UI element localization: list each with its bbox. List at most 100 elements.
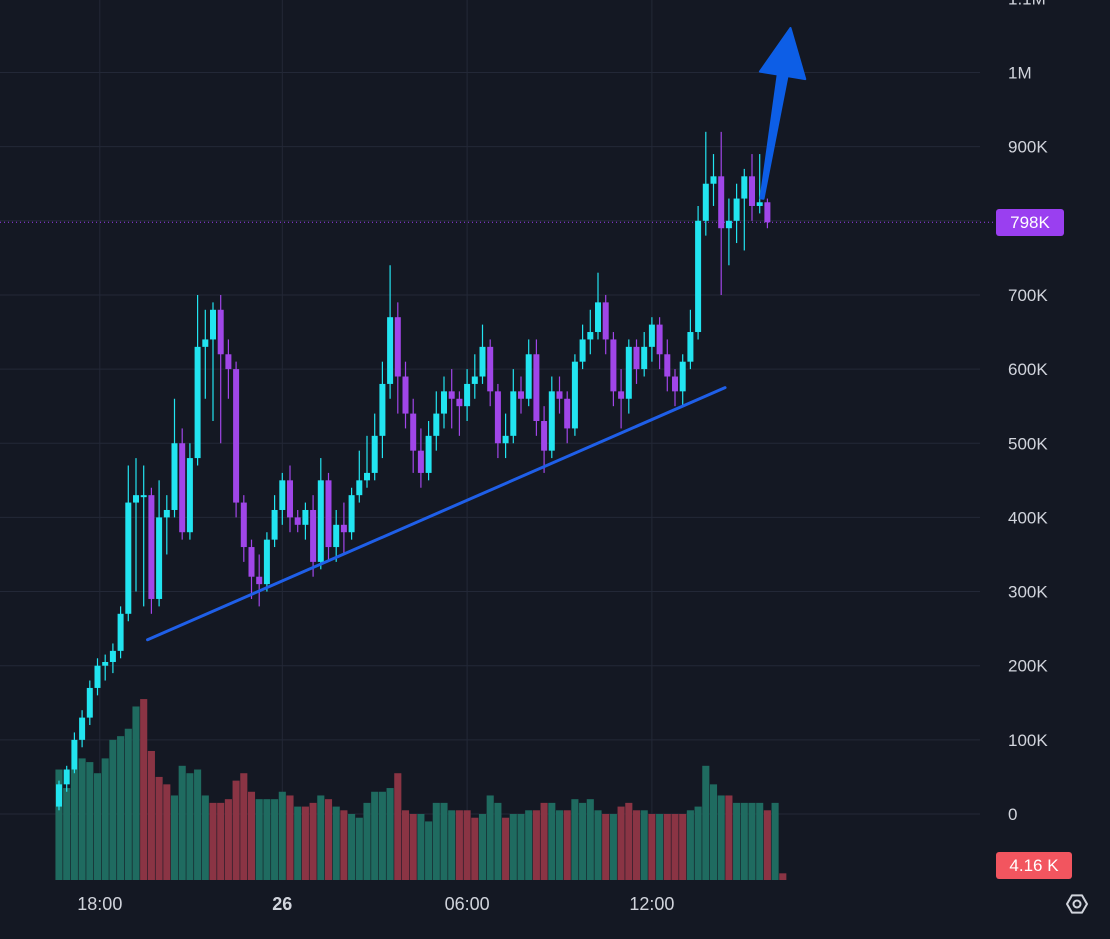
volume-bar xyxy=(278,791,286,880)
volume-bar xyxy=(78,758,86,880)
candle-body xyxy=(263,539,270,585)
candle-body xyxy=(464,383,471,407)
volume-bar xyxy=(363,802,371,880)
x-tick-label: 12:00 xyxy=(629,894,674,914)
candle-body xyxy=(371,435,378,473)
volume-bar xyxy=(448,810,456,880)
candle-body xyxy=(471,376,478,384)
last-volume-label: 4.16 K xyxy=(1009,856,1059,875)
volume-bar xyxy=(301,806,309,880)
candle-body xyxy=(541,421,548,451)
volume-bar xyxy=(255,799,263,880)
candle-body xyxy=(579,339,586,362)
volume-bar xyxy=(532,810,540,880)
candle-body xyxy=(240,502,247,548)
candle-body xyxy=(117,613,124,651)
candle-body xyxy=(518,391,524,399)
volume-bar xyxy=(425,821,433,880)
volume-bar xyxy=(332,806,340,880)
volume-bar xyxy=(540,802,548,880)
volume-bar xyxy=(756,802,764,880)
candle-body xyxy=(487,346,494,392)
candle-body xyxy=(756,202,763,206)
candle-body xyxy=(664,354,671,377)
volume-bar xyxy=(471,817,479,880)
volume-bar xyxy=(117,736,125,880)
candle-body xyxy=(725,220,732,229)
candle-body xyxy=(194,346,201,459)
volume-bar xyxy=(502,817,510,880)
volume-bar xyxy=(394,773,402,880)
candle-body xyxy=(625,346,632,399)
volume-bar xyxy=(232,780,240,880)
volume-bar xyxy=(548,802,556,880)
candle-body xyxy=(618,391,625,399)
volume-bar xyxy=(663,814,671,880)
volume-bar xyxy=(617,806,625,880)
candle-body xyxy=(595,302,601,333)
x-tick-label: 18:00 xyxy=(77,894,122,914)
volume-bar xyxy=(147,750,155,880)
candle-body xyxy=(279,480,286,510)
candle-body xyxy=(325,480,332,548)
candle-body xyxy=(109,650,116,662)
y-tick-label: 500K xyxy=(1008,434,1048,453)
candle-body xyxy=(287,480,293,518)
volume-bar xyxy=(140,699,148,880)
candle-body xyxy=(233,369,240,503)
volume-bar xyxy=(594,810,602,880)
candle-body xyxy=(456,398,463,407)
candle-body xyxy=(364,472,370,481)
candle-body xyxy=(672,376,678,392)
settings-gear-icon[interactable] xyxy=(1066,894,1088,914)
y-tick-label: 900K xyxy=(1008,138,1048,157)
candle-body xyxy=(302,509,309,525)
volume-bar xyxy=(609,814,617,880)
volume-bar xyxy=(371,791,379,880)
volume-bar xyxy=(463,810,471,880)
candle-body xyxy=(217,309,224,355)
volume-bar xyxy=(686,810,694,880)
candle-body xyxy=(79,717,86,740)
volume-bar xyxy=(586,799,594,880)
volume-bar xyxy=(124,728,132,880)
candle-body xyxy=(379,383,386,436)
candle-body xyxy=(587,332,594,340)
y-tick-label: 300K xyxy=(1008,583,1048,602)
candle-body xyxy=(202,339,209,347)
candle-body xyxy=(63,769,70,785)
candle-body xyxy=(140,495,147,498)
volume-bar xyxy=(317,795,325,880)
volume-bar xyxy=(55,769,63,880)
candle-body xyxy=(225,354,232,370)
candle-body xyxy=(271,509,278,540)
candle-body xyxy=(741,176,748,199)
volume-bar xyxy=(263,799,271,880)
grid-layer xyxy=(0,0,996,880)
y-tick-label: 1M xyxy=(1008,64,1032,83)
volume-bar xyxy=(294,806,302,880)
candle-body xyxy=(702,183,709,221)
volume-bar xyxy=(286,795,294,880)
candle-body xyxy=(494,391,501,444)
volume-bar xyxy=(101,758,109,880)
candle-body xyxy=(179,443,186,533)
volume-bar xyxy=(209,802,217,880)
candle-body xyxy=(441,391,447,414)
candle-body xyxy=(710,176,717,184)
volume-bar xyxy=(217,802,225,880)
volume-bar xyxy=(378,791,386,880)
candle-body xyxy=(71,739,78,770)
y-tick-label: 400K xyxy=(1008,508,1048,527)
candle-body xyxy=(510,391,517,436)
volume-bar xyxy=(409,814,417,880)
x-tick-label: 26 xyxy=(272,894,292,914)
y-tick-label: 600K xyxy=(1008,360,1048,379)
candle-body xyxy=(641,346,648,370)
candle-body xyxy=(425,435,432,473)
volume-bar xyxy=(679,814,687,880)
candle-body xyxy=(633,346,640,370)
x-tick-label: 06:00 xyxy=(445,894,490,914)
